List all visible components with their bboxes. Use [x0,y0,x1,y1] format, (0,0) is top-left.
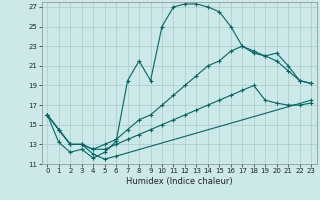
X-axis label: Humidex (Indice chaleur): Humidex (Indice chaleur) [126,177,233,186]
